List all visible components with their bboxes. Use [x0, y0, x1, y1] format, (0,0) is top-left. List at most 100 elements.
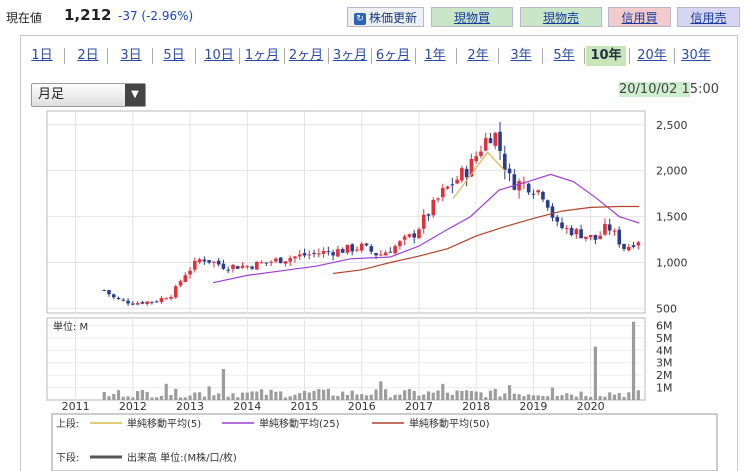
candle-down [450, 184, 455, 186]
volume-bar [307, 392, 311, 400]
volume-bar [107, 396, 111, 400]
candle-up [574, 229, 579, 235]
candle-up [598, 235, 602, 240]
volume-bar [212, 395, 216, 400]
volume-bar [355, 394, 359, 400]
tab-10y[interactable]: 10年 [586, 46, 626, 66]
volume-tick-label: 4M [656, 344, 673, 357]
candle-down [350, 244, 354, 252]
volume-bar [484, 397, 488, 400]
x-tick-label: 2018 [462, 400, 490, 413]
candle-down [512, 174, 517, 190]
volume-bar [345, 394, 350, 400]
candle-up [407, 234, 412, 237]
candle-up [188, 270, 192, 275]
spot-sell-button[interactable]: 現物売 [520, 7, 602, 27]
candle-up [417, 229, 421, 239]
candle-down [464, 168, 469, 178]
volume-bar [512, 393, 516, 400]
tab-1d[interactable]: 1日 [31, 48, 53, 63]
candle-down [607, 224, 612, 231]
volume-bar [536, 395, 540, 400]
refresh-quote-label: 株価更新 [368, 11, 417, 25]
volume-bar [360, 394, 364, 400]
x-tick-label: 2019 [519, 400, 547, 413]
tab-3y[interactable]: 3年 [510, 48, 532, 63]
volume-bar [145, 391, 149, 400]
candle-up [245, 266, 250, 268]
candle-down [140, 302, 145, 304]
volume-bar [569, 394, 574, 400]
tab-20y[interactable]: 20年 [637, 48, 667, 63]
volume-bar [236, 397, 240, 400]
candle-down [502, 153, 507, 170]
tab-30y[interactable]: 30年 [681, 48, 711, 63]
volume-bar [465, 390, 469, 400]
volume-bar [393, 394, 397, 400]
volume-bar [207, 386, 211, 400]
volume-bar [403, 390, 407, 400]
candle-down [121, 299, 126, 301]
volume-bar [116, 390, 121, 400]
volume-bar [546, 396, 550, 400]
volume-tick-label: 6M [656, 319, 673, 332]
volume-bar [264, 394, 268, 400]
candle-up [307, 254, 312, 256]
volume-bar [627, 392, 631, 400]
spot-buy-button[interactable]: 現物買 [431, 7, 513, 27]
volume-bar [164, 383, 168, 400]
volume-bar [150, 397, 154, 400]
volume-bar [469, 391, 474, 400]
volume-bar [221, 368, 226, 400]
tab-2y[interactable]: 2年 [467, 48, 489, 63]
period-tabs: 1日 2日 3日 5日 10日 1ヶ月 2ヶ月 3ヶ月 6ヶ月 1年 2年 3年… [0, 46, 745, 66]
volume-bar [550, 387, 555, 400]
candle-up [173, 286, 178, 298]
volume-bar [245, 392, 249, 400]
candle-down [102, 289, 107, 291]
tab-3d[interactable]: 3日 [120, 48, 142, 63]
legend-series-name: 単純移動平均(25) [259, 417, 340, 430]
candle-up [164, 298, 169, 300]
tab-5y[interactable]: 5年 [553, 48, 575, 63]
volume-bar [274, 391, 278, 400]
candle-down [374, 253, 378, 256]
candle-down [507, 168, 512, 174]
volume-bar [102, 392, 106, 400]
tab-2m[interactable]: 2ヶ月 [288, 48, 324, 63]
volume-bar [140, 389, 144, 400]
volume-bar [217, 393, 221, 400]
candle-down [202, 259, 207, 262]
candle-down [593, 234, 598, 240]
tab-5d[interactable]: 5日 [163, 48, 185, 63]
margin-sell-button[interactable]: 信用売 [677, 7, 740, 27]
volume-bar [321, 389, 326, 400]
refresh-quote-button[interactable]: ↻ 株価更新 [347, 7, 424, 27]
tab-1y[interactable]: 1年 [424, 48, 446, 63]
volume-plot-area [46, 317, 646, 401]
candle-down [235, 266, 240, 269]
volume-bar [426, 391, 431, 400]
tab-1m[interactable]: 1ヶ月 [244, 48, 280, 63]
candle-up [178, 281, 183, 286]
volume-bar [412, 390, 416, 400]
candle-up [321, 251, 326, 254]
price-plot-area [46, 110, 646, 314]
volume-bar [312, 390, 316, 400]
volume-bar [522, 396, 526, 400]
tab-2d[interactable]: 2日 [77, 48, 99, 63]
margin-buy-button[interactable]: 信用買 [608, 7, 671, 27]
volume-bar [259, 389, 264, 400]
candle-up [379, 254, 383, 256]
tab-3m[interactable]: 3ヶ月 [332, 48, 368, 63]
volume-tick-label: 1M [656, 382, 673, 395]
volume-bar [202, 396, 206, 400]
interval-select[interactable]: 月足 ▼ [31, 83, 146, 107]
volume-bar [126, 396, 130, 400]
volume-bar [555, 396, 559, 400]
tab-6m[interactable]: 6ヶ月 [375, 48, 411, 63]
volume-bar [193, 392, 197, 400]
candle-down [216, 260, 221, 265]
tab-10d[interactable]: 10日 [204, 48, 234, 63]
x-tick-label: 2015 [291, 400, 319, 413]
